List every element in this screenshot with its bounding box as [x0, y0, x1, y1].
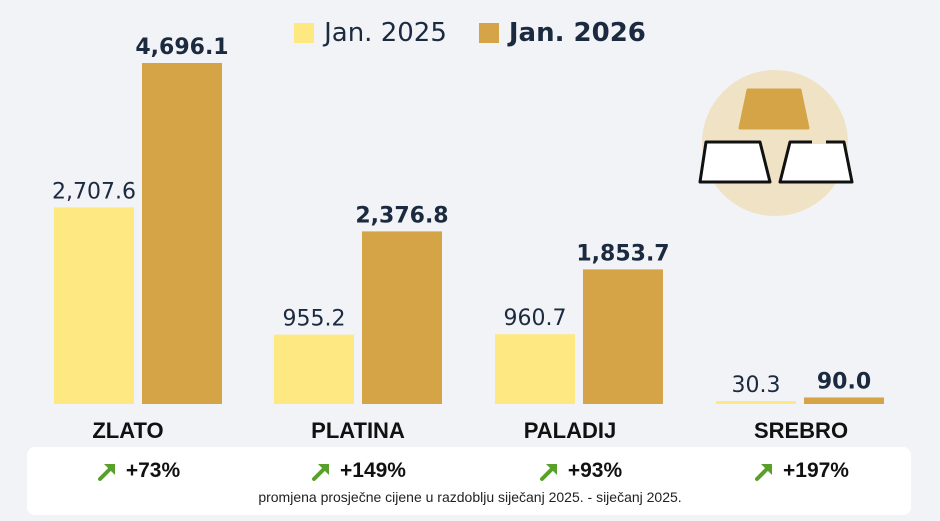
- bar-paladij-2025: [495, 334, 575, 404]
- legend-label-2026: Jan. 2026: [508, 18, 646, 48]
- legend-item-2025: Jan. 2025: [294, 18, 447, 48]
- bar-srebro-2025: [716, 401, 796, 404]
- change-value-paladij: +93%: [567, 459, 623, 482]
- bar-zlato-2026: [142, 63, 222, 404]
- legend-swatch-2026: [478, 23, 499, 43]
- category-label-platina: PLATINA: [311, 418, 405, 443]
- bar-srebro-2026: [804, 397, 884, 404]
- data-label-zlato-2025: 2,707.6: [52, 179, 136, 204]
- bar-zlato-2025: [54, 207, 134, 404]
- legend-swatch-2025: [294, 23, 315, 43]
- arrow-up-right-icon: [97, 464, 115, 481]
- change-value-srebro: +197%: [783, 459, 849, 482]
- legend-item-2026: Jan. 2026: [478, 18, 646, 48]
- change-paladij: +93%: [490, 459, 670, 483]
- footnote: promjena prosječne cijene u razdoblju si…: [258, 489, 682, 505]
- data-label-zlato-2026: 4,696.1: [135, 35, 228, 60]
- data-label-platina-2025: 955.2: [283, 307, 346, 332]
- data-label-paladij-2025: 960.7: [504, 306, 567, 331]
- category-label-srebro: SREBRO: [753, 418, 849, 443]
- category-label-paladij: PALADIJ: [523, 418, 617, 443]
- change-srebro: +197%: [711, 459, 891, 483]
- data-label-srebro-2026: 90.0: [817, 369, 871, 394]
- change-platina: +149%: [268, 459, 448, 483]
- gold-bars-icon: [698, 70, 854, 216]
- arrow-up-right-icon: [755, 464, 772, 481]
- bar-platina-2025: [274, 334, 354, 404]
- change-zlato: +73%: [48, 459, 228, 483]
- arrow-up-right-icon: [312, 464, 329, 481]
- legend: Jan. 2025 Jan. 2026: [0, 18, 940, 48]
- change-value-zlato: +73%: [125, 459, 181, 482]
- arrow-up-right-icon: [539, 464, 557, 481]
- change-panel: [27, 447, 911, 515]
- legend-label-2025: Jan. 2025: [324, 18, 447, 48]
- data-label-platina-2026: 2,376.8: [355, 203, 448, 228]
- bar-paladij-2026: [583, 269, 663, 404]
- bar-platina-2026: [362, 231, 442, 404]
- data-label-paladij-2026: 1,853.7: [576, 241, 669, 266]
- category-label-zlato: ZLATO: [92, 418, 164, 443]
- change-value-platina: +149%: [340, 459, 406, 482]
- data-label-srebro-2025: 30.3: [732, 373, 781, 398]
